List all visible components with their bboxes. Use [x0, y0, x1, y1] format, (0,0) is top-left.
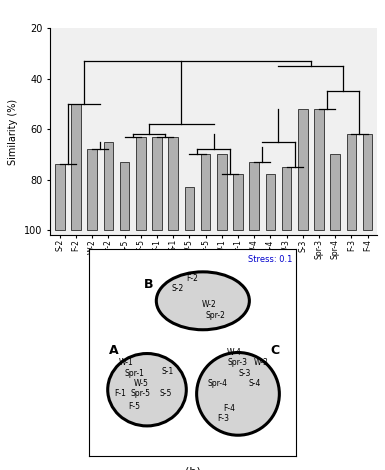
Text: B: B [144, 278, 154, 291]
Y-axis label: Similarity (%): Similarity (%) [8, 99, 18, 164]
Bar [233, 174, 243, 230]
Text: W-2: W-2 [202, 300, 216, 309]
Bar [249, 162, 259, 230]
Text: S-4: S-4 [248, 379, 261, 388]
Bar [87, 149, 97, 230]
Text: A: A [109, 344, 119, 357]
Ellipse shape [108, 353, 186, 426]
Text: F-4: F-4 [224, 404, 236, 413]
Bar [136, 137, 146, 230]
Text: Spr-4: Spr-4 [207, 379, 227, 388]
Ellipse shape [156, 272, 249, 330]
Bar [298, 109, 308, 230]
Text: S-5: S-5 [159, 389, 172, 399]
Text: S-2: S-2 [172, 284, 184, 293]
Text: Stress: 0.1: Stress: 0.1 [248, 255, 293, 264]
Bar [168, 137, 178, 230]
Text: Spr-1: Spr-1 [125, 368, 144, 378]
Text: F-1: F-1 [114, 389, 126, 399]
Bar [152, 137, 162, 230]
Text: (a): (a) [206, 307, 221, 317]
Text: S-1: S-1 [162, 367, 174, 376]
Text: W-4: W-4 [226, 348, 241, 357]
Text: Spr-5: Spr-5 [131, 389, 151, 399]
Bar [184, 187, 194, 230]
Bar [330, 154, 340, 230]
Text: F-2: F-2 [187, 274, 198, 282]
Text: (b): (b) [185, 466, 200, 470]
Text: W-5: W-5 [133, 379, 148, 388]
Text: F-3: F-3 [218, 414, 229, 423]
Bar [217, 154, 227, 230]
Text: W-1: W-1 [119, 358, 134, 368]
Text: W-3: W-3 [253, 358, 268, 368]
Text: Spr-3: Spr-3 [228, 358, 248, 368]
Text: Spr-2: Spr-2 [205, 311, 225, 320]
Bar [282, 167, 291, 230]
Text: F-5: F-5 [129, 402, 141, 411]
Bar [201, 154, 211, 230]
Text: C: C [271, 344, 280, 357]
Bar [71, 104, 81, 230]
Bar [120, 162, 129, 230]
Bar [314, 109, 324, 230]
Ellipse shape [197, 352, 280, 435]
Text: S-3: S-3 [238, 368, 250, 378]
Bar [363, 134, 372, 230]
Bar [104, 141, 113, 230]
Bar [55, 164, 65, 230]
Bar [346, 134, 356, 230]
Bar [266, 174, 275, 230]
